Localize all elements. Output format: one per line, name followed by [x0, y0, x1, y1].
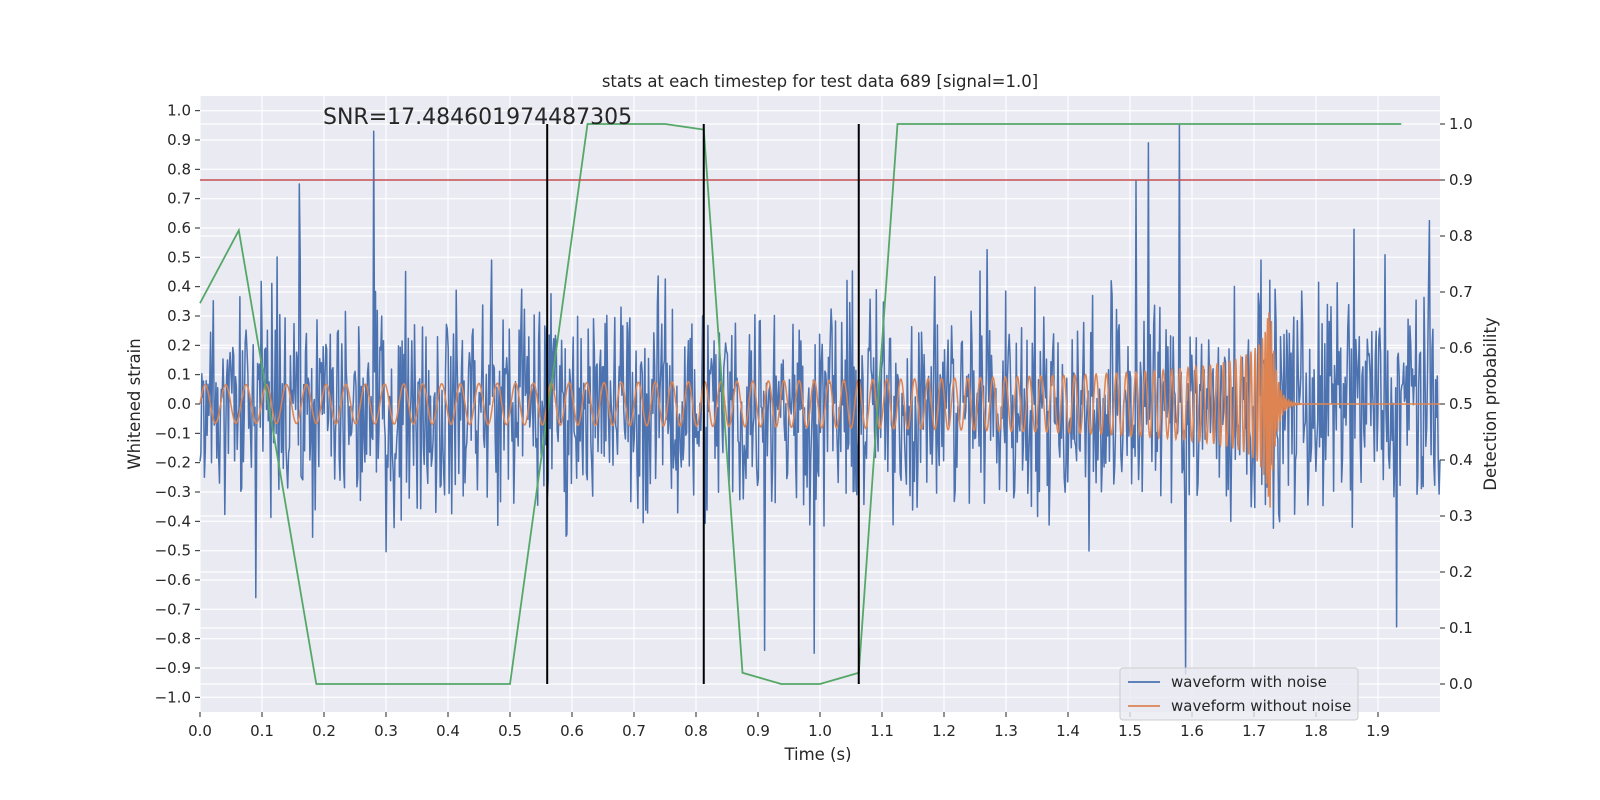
y-left-tick-label: 0.7	[167, 190, 191, 208]
y-left-tick-label: 1.0	[167, 102, 191, 120]
y-left-tick-label: −0.9	[155, 659, 191, 677]
y-axis-right-label: Detection probability	[1481, 317, 1500, 491]
chart-title: stats at each timestep for test data 689…	[602, 72, 1038, 91]
y-left-tick-label: 0.8	[167, 160, 191, 178]
legend: waveform with noise waveform without noi…	[1119, 667, 1359, 721]
x-tick-label: 0.5	[498, 722, 522, 740]
y-left-tick-label: 0.4	[167, 278, 191, 296]
y-right-tick-label: 0.3	[1449, 507, 1473, 525]
x-tick-label: 0.4	[436, 722, 460, 740]
y-right-tick-label: 1.0	[1449, 115, 1473, 133]
series-waveform-without-noise	[199, 312, 1440, 508]
x-tick-label: 1.8	[1304, 722, 1328, 740]
legend-box	[1119, 667, 1359, 721]
x-tick-label: 0.8	[684, 722, 708, 740]
x-tick-label: 1.6	[1180, 722, 1204, 740]
y-left-tick-label: −0.5	[155, 542, 191, 560]
y-left-tick-label: 0.5	[167, 248, 191, 266]
y-axis-left-label: Whitened strain	[125, 338, 144, 469]
series-layer	[199, 123, 1441, 685]
y-left-tick-label: −1.0	[155, 688, 191, 706]
x-tick-label: 1.4	[1056, 722, 1080, 740]
x-tick-label: 0.2	[312, 722, 336, 740]
y-left-tick-label: −0.2	[155, 454, 191, 472]
y-left-tick-label: −0.4	[155, 512, 191, 530]
y-right-tick-label: 0.9	[1449, 171, 1473, 189]
y-left-tick-label: 0.3	[167, 307, 191, 325]
y-right-tick-label: 0.5	[1449, 395, 1473, 413]
x-tick-label: 0.1	[250, 722, 274, 740]
y-left-tick-label: −0.8	[155, 630, 191, 648]
y-right-tick-label: 0.2	[1449, 563, 1473, 581]
y-right-tick-label: 0.0	[1449, 675, 1473, 693]
y-left-tick-label: 0.9	[167, 131, 191, 149]
snr-annotation: SNR=17.484601974487305	[323, 105, 632, 130]
x-tick-label: 1.5	[1118, 722, 1142, 740]
axes-layer: 0.0 0.1 0.2 0.3 0.4 0.5 0.6 0.7 0.8 0.9 1.0 1.1 1.2 1…	[155, 102, 1473, 740]
x-tick-label: 1.3	[994, 722, 1018, 740]
y-left-tick-label: −0.7	[155, 600, 191, 618]
y-left-tick-label: 0.1	[167, 366, 191, 384]
x-tick-label: 0.7	[622, 722, 646, 740]
y-right-tick-label: 0.7	[1449, 283, 1473, 301]
x-tick-label: 1.2	[932, 722, 956, 740]
x-tick-label: 0.6	[560, 722, 584, 740]
x-tick-label: 0.0	[188, 722, 212, 740]
x-tick-label: 0.9	[746, 722, 770, 740]
x-tick-label: 0.3	[374, 722, 398, 740]
x-tick-label: 1.0	[808, 722, 832, 740]
x-axis-label: Time (s)	[783, 745, 851, 764]
legend-label-clean: waveform without noise	[1171, 697, 1351, 715]
legend-label-noise: waveform with noise	[1171, 673, 1327, 691]
y-left-tick-label: −0.1	[155, 424, 191, 442]
y-right-tick-label: 0.8	[1449, 227, 1473, 245]
x-tick-label: 1.9	[1366, 722, 1390, 740]
y-left-tick-label: 0.2	[167, 336, 191, 354]
y-left-tick-label: −0.3	[155, 483, 191, 501]
y-left-tick-label: −0.6	[155, 571, 191, 589]
y-left-tick-label: 0.6	[167, 219, 191, 237]
y-right-tick-label: 0.6	[1449, 339, 1473, 357]
y-right-tick-label: 0.4	[1449, 451, 1473, 469]
y-left-tick-label: 0.0	[167, 395, 191, 413]
y-right-tick-label: 0.1	[1449, 619, 1473, 637]
x-tick-label: 1.7	[1242, 722, 1266, 740]
series-detection-probability	[199, 123, 1402, 685]
x-tick-label: 1.1	[870, 722, 894, 740]
